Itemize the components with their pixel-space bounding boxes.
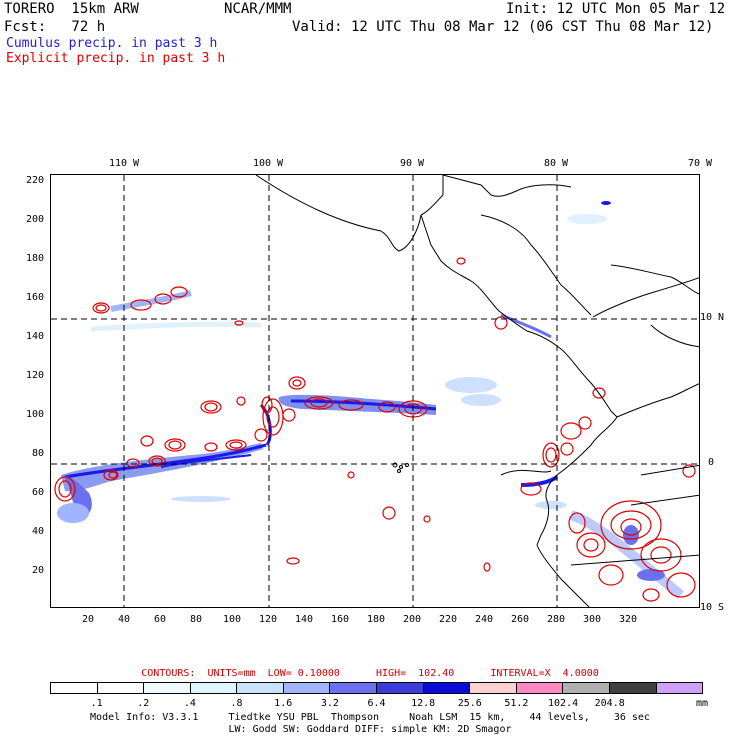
x-tick: 220	[438, 614, 458, 625]
lat-lon-grid	[51, 175, 699, 607]
color-bar-label: .8	[230, 698, 243, 709]
color-bar-swatch	[516, 683, 564, 693]
color-bar-label: 25.6	[457, 698, 482, 709]
color-bar-swatch	[97, 683, 145, 693]
color-bar-swatch	[51, 683, 98, 693]
x-tick: 140	[294, 614, 314, 625]
explicit-precip-contours	[54, 257, 696, 602]
init-time: Init: 12 UTC Mon 05 Mar 12	[506, 1, 726, 17]
y-tick: 200	[25, 214, 44, 225]
y-tick: 40	[31, 526, 44, 537]
y-tick: 160	[25, 292, 44, 303]
x-tick: 80	[189, 614, 203, 625]
color-bar-label: 102.4	[548, 698, 579, 709]
x-tick: 180	[366, 614, 386, 625]
cumulus-field-label: Cumulus precip. in past 3 h	[6, 36, 218, 51]
coastlines	[255, 175, 699, 607]
y-tick: 120	[25, 370, 44, 381]
color-bar-swatch	[283, 683, 331, 693]
x-tick: 260	[510, 614, 530, 625]
x-tick: 160	[330, 614, 350, 625]
color-bar-label: 12.8	[411, 698, 436, 709]
lon-label-110w: 110 W	[108, 158, 140, 169]
lon-label-100w: 100 W	[252, 158, 284, 169]
color-bar-label: .1	[90, 698, 103, 709]
forecast-hour: Fcst: 72 h	[4, 19, 106, 35]
lon-label-90w: 90 W	[399, 158, 425, 169]
color-bar-swatch	[377, 683, 424, 693]
y-tick: 220	[25, 175, 44, 186]
color-bar-label: 3.2	[320, 698, 339, 709]
explicit-field-label: Explicit precip. in past 3 h	[6, 51, 226, 66]
valid-time: Valid: 12 UTC Thu 08 Mar 12 (06 CST Thu …	[292, 19, 714, 35]
model-title: TORERO 15km ARW	[4, 1, 139, 17]
color-bar-swatch	[423, 683, 471, 693]
color-bar-swatch	[563, 683, 610, 693]
precip-map	[51, 175, 699, 607]
lat-label-equator: 0	[708, 457, 715, 468]
color-bar-swatch	[470, 683, 517, 693]
color-bar-swatch	[237, 683, 284, 693]
color-bar	[50, 682, 703, 694]
x-tick: 40	[117, 614, 131, 625]
y-tick: 180	[25, 253, 44, 264]
x-tick: 300	[582, 614, 602, 625]
x-tick: 120	[258, 614, 278, 625]
map-plot-area	[50, 174, 700, 608]
y-tick: 20	[31, 565, 44, 576]
y-tick: 60	[31, 487, 44, 498]
y-tick: 80	[31, 448, 44, 459]
units-label: mm	[696, 698, 709, 709]
lon-label-70w: 70 W	[687, 158, 713, 169]
cumulus-precip-shading	[57, 201, 685, 599]
y-tick: 140	[25, 331, 44, 342]
x-tick: 200	[402, 614, 422, 625]
color-bar-swatch	[144, 683, 191, 693]
x-tick: 100	[222, 614, 242, 625]
color-bar-swatch	[609, 683, 657, 693]
model-info: Model Info: V3.3.1 Tiedtke YSU PBL Thomp…	[90, 712, 650, 723]
x-tick: 60	[153, 614, 167, 625]
lat-label-10n: 10 N	[700, 312, 725, 323]
x-tick: 240	[474, 614, 494, 625]
color-bar-label: 6.4	[367, 698, 386, 709]
color-bar-swatch	[656, 683, 703, 693]
color-bar-label: 51.2	[504, 698, 529, 709]
contour-info: CONTOURS: UNITS=mm LOW= 0.10000 HIGH= 10…	[141, 668, 599, 679]
x-tick: 280	[546, 614, 566, 625]
color-bar-swatch	[190, 683, 238, 693]
organization-label: NCAR/MMM	[224, 1, 292, 17]
y-tick: 100	[25, 409, 44, 420]
lat-label-10s: 10 S	[700, 602, 725, 613]
model-physics: LW: Godd SW: Goddard DIFF: simple KM: 2D…	[228, 724, 512, 735]
color-bar-label: 1.6	[274, 698, 293, 709]
x-tick: 320	[618, 614, 638, 625]
lon-label-80w: 80 W	[543, 158, 569, 169]
color-bar-label: .4	[183, 698, 196, 709]
color-bar-swatch	[330, 683, 378, 693]
x-tick: 20	[81, 614, 95, 625]
color-bar-label: 204.8	[594, 698, 625, 709]
color-bar-label: .2	[137, 698, 150, 709]
